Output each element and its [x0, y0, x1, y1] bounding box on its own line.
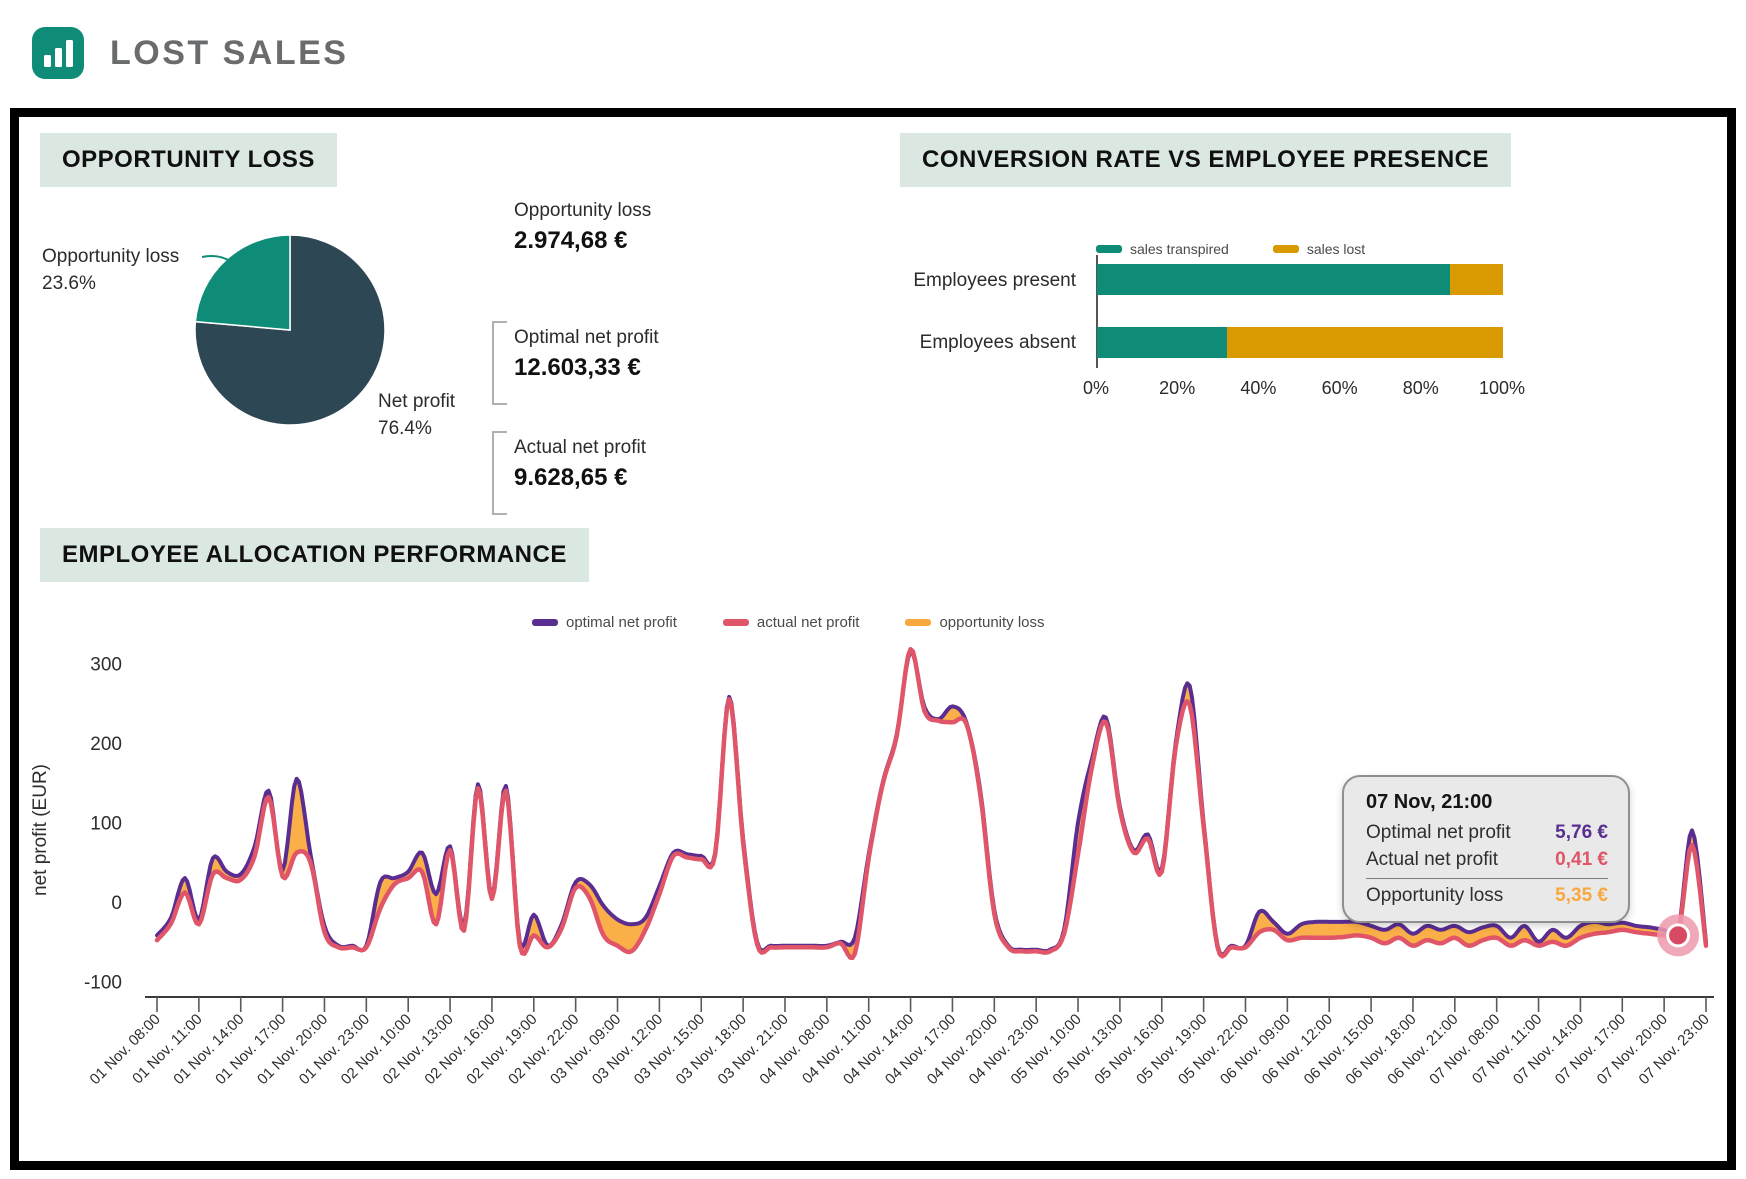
bar-segment-sales-transpired[interactable]	[1097, 327, 1227, 358]
opportunity-loss-pie-chart[interactable]	[150, 233, 480, 463]
conversion-tick-label: 20%	[1159, 378, 1196, 398]
pie-callout-leader-line	[201, 255, 247, 280]
tooltip-actual-value: 0,41 €	[1555, 849, 1608, 870]
conversion-tick-label: 0%	[1082, 378, 1110, 398]
tooltip-optimal-value: 5,76 €	[1555, 822, 1608, 843]
y-tick-label: 300	[90, 655, 122, 676]
pie-slice-opportunity-loss[interactable]	[194, 234, 291, 331]
tooltip-divider	[1366, 878, 1608, 879]
tooltip-row-optimal: Optimal net profit 5,76 €	[1366, 822, 1608, 844]
pie-callout-netprofit-pct: 76.4%	[378, 418, 432, 439]
opportunity-loss-title: OPPORTUNITY LOSS	[40, 133, 337, 187]
legend-label: actual net profit	[756, 614, 860, 631]
stat-block: Opportunity loss 2.974,68 €	[514, 200, 651, 255]
y-tick-label: 100	[90, 814, 122, 835]
bar-segment-sales-transpired[interactable]	[1097, 264, 1451, 295]
stat-value: 12.603,33 €	[514, 354, 641, 381]
legend-item-actual-net-profit: actual net profit	[722, 614, 860, 631]
pie-callout-netprofit: Net profit 76.4%	[378, 388, 455, 442]
highlight-marker-dot[interactable]	[1666, 923, 1691, 948]
logo-bar-small	[43, 55, 51, 67]
stat-label: Actual net profit	[514, 437, 647, 458]
bar-label-absent: Employees absent	[919, 332, 1076, 353]
tooltip-loss-value: 5,35 €	[1555, 885, 1608, 906]
y-tick-label: 0	[111, 893, 122, 914]
stat-label: Opportunity loss	[514, 200, 652, 221]
pie-callout-netprofit-label: Net profit	[378, 391, 456, 412]
pie-callout-opportunity-pct: 23.6%	[42, 273, 96, 294]
stat-bracket	[492, 321, 507, 405]
legend-swatch	[1096, 245, 1122, 253]
conversion-title: CONVERSION RATE VS EMPLOYEE PRESENCE	[900, 133, 1511, 187]
tooltip-row-loss: Opportunity loss 5,35 €	[1366, 885, 1608, 907]
conversion-tick-label: 80%	[1402, 378, 1439, 398]
tooltip-row-actual: Actual net profit 0,41 €	[1366, 849, 1608, 871]
stat-value: 2.974,68 €	[514, 227, 628, 254]
tooltip-optimal-label: Optimal net profit	[1366, 822, 1511, 843]
legend-label: sales lost	[1306, 241, 1366, 257]
logo-bar-tall	[65, 40, 73, 67]
bar-segment-sales-lost[interactable]	[1226, 327, 1503, 358]
allocation-title: EMPLOYEE ALLOCATION PERFORMANCE	[40, 528, 589, 582]
allocation-legend: optimal net profit actual net profit oppor…	[532, 614, 1045, 631]
legend-swatch	[1272, 245, 1299, 253]
pie-slice-net-profit[interactable]	[194, 234, 386, 426]
legend-label: optimal net profit	[566, 614, 677, 631]
legend-label: opportunity loss	[939, 614, 1045, 631]
bar-employees-absent[interactable]	[1097, 327, 1503, 358]
actual-net-profit-line[interactable]	[154, 646, 1709, 961]
bar-label-present: Employees present	[913, 270, 1076, 291]
pie-callout-opportunity: Opportunity loss 23.6%	[42, 243, 179, 297]
y-axis-title: net profit (EUR)	[30, 764, 51, 896]
legend-swatch	[532, 619, 558, 626]
conversion-tick-label: 100%	[1478, 378, 1526, 398]
stat-block: Actual net profit 9.628,65 €	[514, 437, 646, 492]
legend-item-sales-transpired: sales transpired	[1096, 241, 1229, 257]
stat-value: 9.628,65 €	[514, 464, 628, 491]
page-title: LOST SALES	[110, 34, 349, 72]
logo-bar-medium	[54, 48, 62, 67]
stat-bracket	[492, 431, 507, 515]
conversion-x-ticks: 0% 20% 40% 60% 80% 100%	[0, 378, 1746, 402]
x-tick-label: 01 Nov. 08:00	[87, 1011, 164, 1088]
tooltip-actual-label: Actual net profit	[1366, 849, 1499, 870]
y-tick-label: -100	[84, 973, 122, 994]
legend-item-opportunity-loss: opportunity loss	[905, 614, 1045, 631]
pie-callout-opportunity-label: Opportunity loss	[42, 246, 180, 267]
stat-block: Optimal net profit 12.603,33 €	[514, 327, 659, 382]
tooltip-loss-label: Opportunity loss	[1366, 885, 1504, 906]
conversion-y-axis	[1096, 255, 1098, 368]
bar-employees-present[interactable]	[1097, 264, 1503, 295]
legend-item-sales-lost: sales lost	[1272, 241, 1366, 257]
conversion-legend: sales transpired sales lost	[1096, 241, 1365, 257]
conversion-tick-label: 40%	[1240, 378, 1277, 398]
legend-item-optimal-net-profit: optimal net profit	[532, 614, 677, 631]
legend-label: sales transpired	[1130, 241, 1229, 257]
stat-label: Optimal net profit	[514, 327, 659, 348]
legend-swatch	[722, 619, 749, 626]
y-tick-label: 200	[90, 734, 122, 755]
bar-segment-sales-lost[interactable]	[1450, 264, 1503, 295]
conversion-tick-label: 60%	[1321, 378, 1358, 398]
legend-swatch	[905, 619, 932, 626]
tooltip-date: 07 Nov, 21:00	[1366, 791, 1493, 813]
bar-chart-icon	[32, 27, 84, 79]
chart-tooltip: 07 Nov, 21:00 Optimal net profit 5,76 € …	[1342, 775, 1630, 923]
